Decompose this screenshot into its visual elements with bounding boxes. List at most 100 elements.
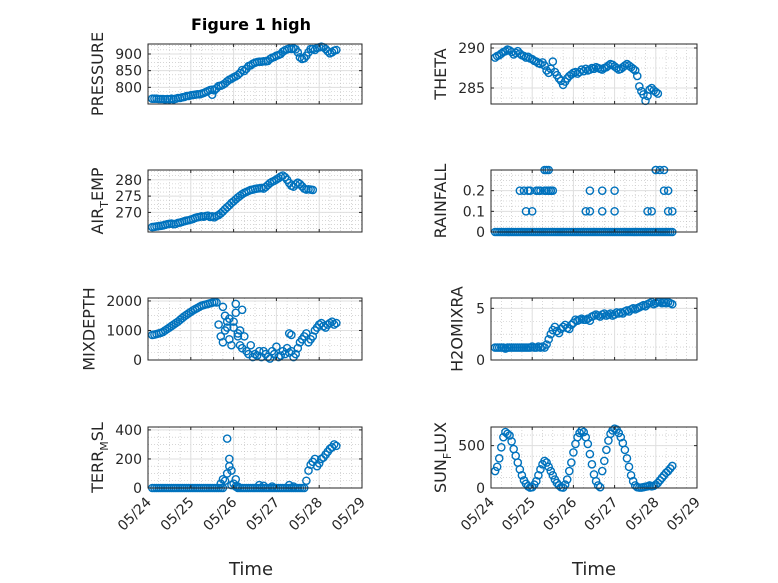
y-tick-label: 290 [458, 41, 485, 57]
y-tick-label: 270 [115, 205, 142, 221]
data-point [564, 324, 574, 334]
data-point [620, 445, 630, 455]
data-point [310, 45, 320, 55]
axes-box [147, 297, 363, 361]
series-points [147, 42, 341, 104]
axes-box [490, 169, 698, 233]
data-point [536, 59, 545, 69]
y-tick-label: 0.1 [463, 204, 485, 220]
data-point [287, 330, 296, 340]
x-axis-label-right: Time [571, 559, 616, 580]
data-point [237, 305, 247, 315]
data-point [536, 465, 545, 474]
data-point [527, 482, 537, 492]
data-point [239, 66, 249, 76]
axes-box [147, 169, 363, 233]
y-axis-label: AIRTEMP [88, 167, 111, 234]
data-point [597, 207, 607, 216]
data-point [332, 441, 341, 451]
data-point [540, 456, 549, 466]
data-point [259, 481, 268, 491]
data-point [567, 458, 576, 467]
data-point [597, 466, 607, 476]
data-point [235, 326, 245, 335]
data-point [503, 429, 512, 439]
data-point [581, 64, 591, 74]
data-point [569, 448, 578, 457]
series-points [490, 297, 677, 353]
data-point [663, 466, 673, 476]
data-point [663, 207, 673, 216]
y-tick-label: 0 [476, 481, 485, 497]
data-point [517, 470, 527, 480]
data-point [614, 428, 624, 438]
data-point [265, 354, 275, 363]
series-points [147, 297, 341, 363]
data-point [635, 82, 644, 91]
data-point [573, 432, 582, 442]
data-point [329, 440, 339, 449]
data-point [579, 66, 589, 76]
y-axis-label: SUNFLUX [431, 422, 454, 493]
y-tick-label: 850 [115, 64, 142, 80]
data-point [653, 89, 663, 98]
subplot-h2omixra: 0 5 H2OMIXRA [448, 286, 698, 372]
data-point [554, 328, 564, 338]
data-point [212, 298, 221, 307]
data-point [585, 186, 595, 195]
data-point [218, 302, 228, 312]
data-point [325, 318, 335, 328]
data-point [655, 476, 665, 485]
data-point [657, 473, 667, 483]
data-point [647, 207, 656, 216]
y-tick-label: 0 [476, 353, 485, 369]
data-point [575, 428, 584, 438]
data-point [246, 61, 256, 70]
data-point [542, 66, 551, 75]
data-point [272, 342, 281, 352]
tick-marks [147, 427, 363, 489]
data-point [332, 45, 341, 55]
data-point [579, 427, 589, 437]
data-point [589, 64, 599, 74]
tick-marks [490, 44, 698, 104]
tick-marks [490, 298, 698, 361]
data-point [581, 207, 591, 216]
data-point [544, 462, 553, 472]
data-point [216, 479, 226, 488]
data-point [225, 454, 234, 464]
data-point [186, 307, 196, 317]
data-point [295, 179, 305, 189]
data-point [218, 474, 228, 484]
y-tick-label: 275 [115, 189, 142, 205]
data-point [583, 439, 593, 449]
y-tick-label: 800 [115, 80, 142, 96]
y-tick-label: 400 [115, 423, 142, 439]
data-point [564, 466, 574, 476]
data-point [267, 482, 277, 491]
data-point [628, 476, 638, 486]
data-point [494, 454, 504, 463]
y-tick-label: 2000 [106, 294, 142, 310]
data-point [521, 207, 531, 216]
y-tick-label: 0 [133, 481, 142, 497]
data-point [227, 466, 236, 475]
data-point [284, 480, 294, 490]
y-axis-label: TERRMSL [88, 422, 111, 494]
y-tick-label: 0.2 [463, 184, 485, 200]
data-point [587, 459, 597, 469]
data-point [612, 63, 621, 73]
data-point [554, 481, 564, 490]
data-point [562, 475, 572, 484]
tick-marks [490, 170, 698, 233]
data-point [329, 320, 339, 329]
data-point [585, 316, 595, 326]
data-point [507, 47, 516, 57]
data-point [585, 449, 595, 459]
data-point [527, 207, 537, 216]
data-point [667, 299, 677, 309]
data-point [585, 207, 595, 216]
